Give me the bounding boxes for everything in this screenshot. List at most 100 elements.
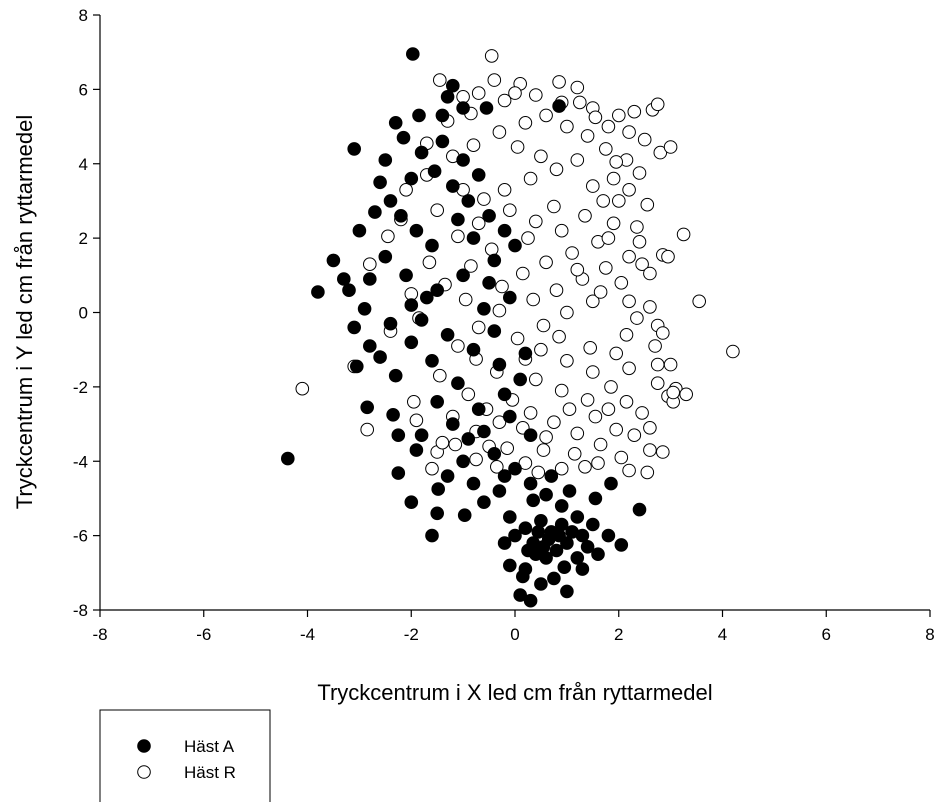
data-point-hast-r: [409, 413, 424, 428]
data-point-hast-r: [510, 140, 525, 154]
data-point-hast-r: [547, 415, 561, 430]
data-point-hast-a: [404, 495, 419, 510]
data-point-hast-a: [466, 476, 481, 491]
data-point-hast-r: [622, 463, 636, 478]
data-point-hast-r: [534, 342, 548, 357]
data-point-hast-r: [407, 395, 421, 409]
data-point-hast-a: [575, 528, 590, 543]
data-point-hast-a: [482, 209, 496, 223]
data-point-hast-a: [477, 302, 491, 316]
legend-label-hast-r: Häst R: [184, 763, 236, 782]
data-point-hast-r: [487, 73, 502, 87]
data-point-hast-a: [508, 461, 522, 476]
data-point-hast-r: [643, 443, 657, 457]
data-point-hast-r: [570, 80, 585, 95]
data-point-hast-a: [440, 90, 455, 104]
data-point-hast-a: [466, 342, 481, 357]
data-point-hast-a: [350, 359, 364, 374]
data-point-hast-a: [383, 194, 398, 208]
data-point-hast-r: [653, 145, 668, 160]
data-point-hast-r: [565, 246, 579, 260]
data-point-hast-r: [567, 447, 582, 461]
data-point-hast-r: [679, 387, 694, 402]
data-point-hast-a: [406, 47, 420, 61]
data-point-hast-a: [586, 517, 600, 532]
data-point-hast-a: [388, 368, 403, 383]
data-point-hast-r: [656, 326, 670, 340]
data-point-hast-a: [409, 223, 424, 238]
legend-marker-hast-r: [137, 765, 151, 779]
data-point-hast-a: [557, 560, 572, 575]
data-point-hast-r: [583, 341, 598, 355]
data-point-hast-r: [531, 465, 546, 480]
x-tick-label: 0: [510, 625, 519, 644]
data-point-hast-a: [311, 285, 325, 299]
data-point-hast-a: [409, 443, 424, 457]
data-point-hast-a: [391, 428, 406, 443]
data-point-hast-a: [547, 571, 561, 586]
data-point-hast-r: [612, 108, 626, 123]
data-point-hast-r: [635, 406, 649, 420]
y-tick-label: -8: [73, 601, 88, 620]
data-point-hast-a: [479, 101, 494, 115]
data-point-hast-a: [570, 510, 585, 524]
data-point-hast-r: [295, 381, 310, 396]
data-point-hast-r: [570, 153, 585, 167]
data-point-hast-r: [656, 445, 670, 459]
data-point-hast-a: [471, 402, 486, 417]
y-tick-label: 8: [79, 6, 88, 25]
data-point-hast-a: [591, 547, 605, 562]
data-point-hast-r: [586, 365, 600, 379]
data-point-hast-a: [487, 253, 502, 268]
data-point-hast-r: [570, 262, 585, 277]
data-point-hast-r: [471, 86, 486, 100]
data-point-hast-r: [632, 235, 647, 249]
legend-box: [99, 709, 271, 802]
data-point-hast-a: [461, 194, 476, 208]
data-point-hast-a: [461, 432, 476, 446]
data-point-hast-r: [648, 339, 662, 353]
data-point-hast-r: [554, 223, 569, 238]
data-point-hast-r: [492, 303, 507, 318]
data-point-hast-r: [547, 199, 561, 214]
data-point-hast-r: [497, 183, 512, 197]
data-point-hast-r: [580, 129, 595, 143]
data-point-hast-r: [643, 300, 657, 314]
data-point-hast-r: [593, 437, 608, 452]
data-point-hast-r: [650, 97, 665, 112]
data-point-hast-a: [430, 395, 445, 409]
data-point-hast-r: [360, 422, 375, 437]
data-point-hast-r: [425, 461, 439, 476]
data-point-hast-r: [560, 119, 574, 134]
data-point-hast-a: [492, 357, 507, 372]
data-point-hast-r: [599, 261, 613, 275]
data-point-hast-a: [588, 491, 603, 506]
data-point-hast-r: [529, 372, 543, 387]
data-point-hast-a: [471, 168, 486, 182]
data-point-hast-a: [363, 339, 377, 353]
data-point-hast-a: [477, 424, 491, 439]
data-point-hast-a: [518, 346, 533, 361]
data-point-hast-r: [578, 209, 592, 223]
data-point-hast-a: [342, 283, 356, 298]
x-tick-label: -6: [196, 625, 211, 644]
data-point-hast-r: [490, 460, 504, 474]
data-point-hast-r: [422, 255, 437, 270]
data-point-hast-r: [523, 171, 538, 186]
data-point-hast-a: [518, 521, 533, 536]
data-point-hast-a: [446, 179, 460, 193]
data-point-hast-r: [726, 344, 740, 359]
data-point-hast-a: [477, 495, 491, 510]
data-point-hast-r: [627, 428, 642, 443]
data-point-hast-a: [456, 101, 470, 115]
data-point-hast-r: [549, 162, 564, 177]
data-point-hast-r: [640, 197, 655, 212]
data-point-hast-r: [643, 421, 657, 435]
data-point-hast-r: [661, 249, 675, 264]
data-point-hast-r: [663, 357, 678, 372]
data-point-hast-r: [471, 216, 486, 231]
data-point-hast-a: [513, 588, 528, 602]
data-point-hast-r: [560, 305, 574, 320]
data-point-hast-r: [601, 402, 616, 417]
